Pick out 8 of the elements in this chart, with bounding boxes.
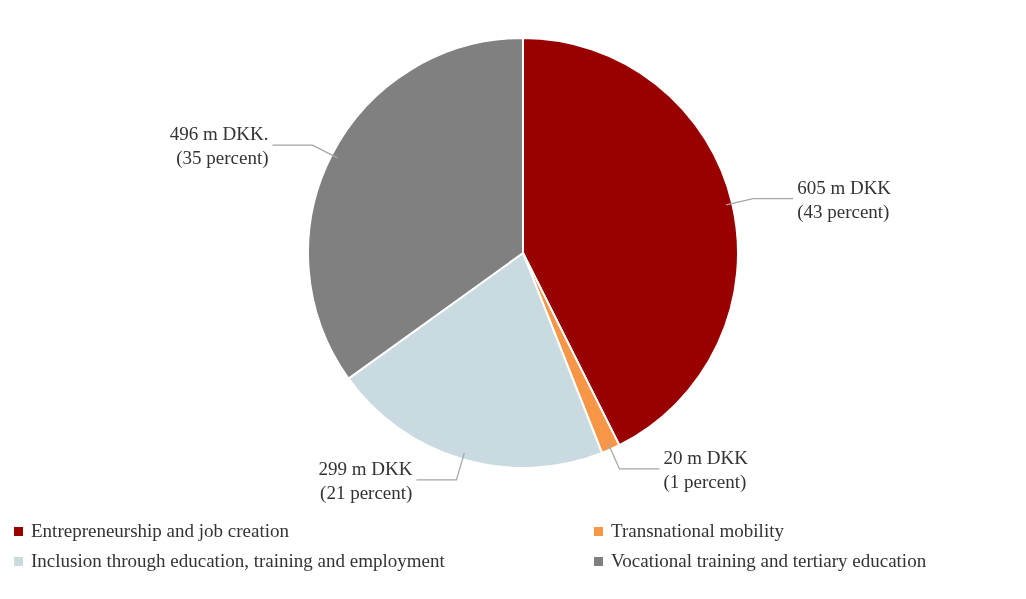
legend-label: Transnational mobility — [611, 520, 784, 542]
legend-label: Entrepreneurship and job creation — [31, 520, 289, 542]
data-label: 20 m DKK (1 percent) — [663, 446, 749, 493]
data-label: 496 m DKK. (35 percent) — [169, 123, 269, 170]
data-label: 605 m DKK (43 percent) — [797, 176, 892, 223]
legend-label: Vocational training and tertiary education — [611, 550, 927, 572]
legend-label: Inclusion through education, training and employment — [31, 550, 445, 572]
data-label: 299 m DKK (21 percent) — [318, 457, 413, 504]
